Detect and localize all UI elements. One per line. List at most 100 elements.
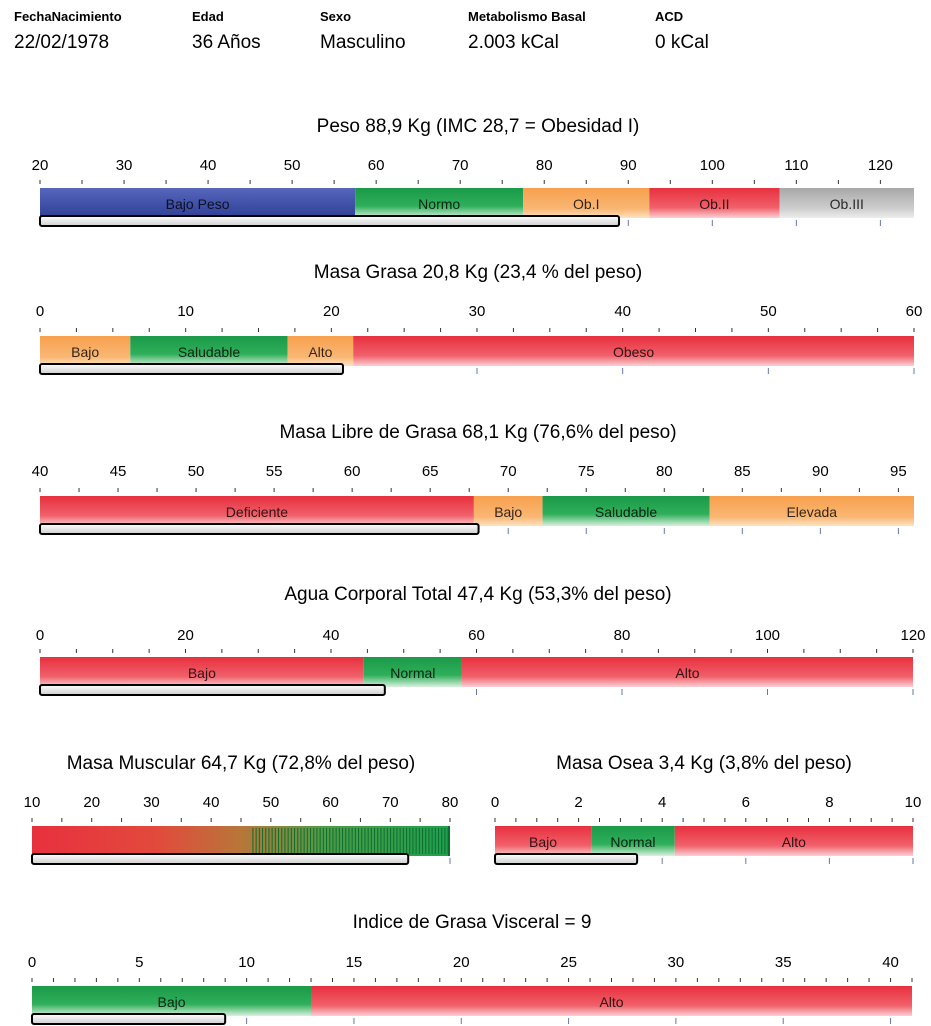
tick-label: 70 [382,794,399,811]
segment-label: Alto [675,665,699,681]
segment-normal [591,826,675,856]
tick-label: 4 [658,794,666,811]
gradient-bar [32,826,450,856]
patient-header: FechaNacimiento 22/02/1978 Edad 36 Años … [0,0,931,70]
chart-grasa-visceral: Indice de Grasa Visceral = 9 0 5 10 15 20 25 30… [28,912,913,1025]
header-field-age: Edad 36 Años [192,8,261,56]
tick-label: 80 [536,157,553,174]
tick-label: 40 [203,794,220,811]
segment-label: Saludable [178,344,240,360]
segment-normo [355,188,524,218]
tick-label: 25 [560,954,577,971]
tick-label: 10 [177,303,194,320]
tick-label: 10 [238,954,255,971]
tick-label: 8 [825,794,833,811]
tick-label: 70 [452,157,469,174]
header-field-birthdate: FechaNacimiento 22/02/1978 [14,8,122,56]
tick-label: 120 [900,627,925,644]
segment-label: Ob.III [830,196,864,212]
basal-metabolism-label: Metabolismo Basal [468,9,586,24]
segment-label: Ob.I [573,196,599,212]
value-indicator-grasa-visceral [31,1013,227,1025]
value-indicator-peso [39,215,621,227]
tick-label: 5 [135,954,143,971]
tick-label: 55 [266,463,283,480]
segment-ob-ii [649,188,780,218]
segment-ob-iii [779,188,914,218]
segment-label: Bajo [157,994,185,1010]
tick-label: 40 [200,157,217,174]
tick-label: 15 [346,954,363,971]
tick-label: 0 [36,303,44,320]
basal-metabolism-value: 2.003 kCal [468,32,559,53]
bar-end [448,826,450,856]
tick-label: 30 [469,303,486,320]
tick-label: 35 [775,954,792,971]
segment-alto [287,336,354,366]
chart-masa-libre-grasa: Masa Libre de Grasa 68,1 Kg (76,6% del p… [32,422,914,535]
segment-label: Bajo Peso [166,196,230,212]
segment-label: Elevada [786,504,837,520]
segment-saludable [130,336,288,366]
tick-label: 60 [906,303,923,320]
segment-label: Saludable [595,504,657,520]
segment-label: Ob.II [699,196,729,212]
chart-title-masa-libre-grasa: Masa Libre de Grasa 68,1 Kg (76,6% del p… [279,422,676,443]
segment-bajo [32,986,312,1016]
tick-label: 10 [905,794,922,811]
value-indicator-masa-libre-grasa [39,523,480,535]
segment-saludable [542,496,710,526]
segment-bajo-peso [40,188,356,218]
sex-value: Masculino [320,32,406,53]
tick-label: 110 [784,157,808,174]
segment-label: Normal [610,834,655,850]
segment-bajo [495,826,592,856]
tick-label: 120 [868,157,893,174]
tick-label: 30 [668,954,685,971]
tick-label: 50 [284,157,301,174]
age-label: Edad [192,9,224,24]
value-indicator-masa-grasa [39,363,344,375]
chart-masa-grasa: Masa Grasa 20,8 Kg (23,4 % del peso) 0 10 2… [36,262,923,375]
segment-label: Deficiente [226,504,288,520]
tick-label: 45 [110,463,127,480]
tick-label: 40 [882,954,899,971]
segment-normal [363,657,462,687]
tick-label: 20 [453,954,470,971]
segment-alto [461,657,913,687]
tick-label: 0 [36,627,44,644]
segment-bajo [40,336,131,366]
segment-label: Normal [390,665,435,681]
segment-label: Alto [308,344,332,360]
segment-label: Bajo [494,504,522,520]
chart-title-agua-corporal: Agua Corporal Total 47,4 Kg (53,3% del p… [284,584,671,605]
segment-bajo [40,657,364,687]
chart-peso: Peso 88,9 Kg (IMC 28,7 = Obesidad I) 20 30… [32,116,914,227]
tick-label: 90 [620,157,637,174]
segment-label: Alto [782,834,806,850]
tick-label: 90 [812,463,829,480]
tick-label: 50 [263,794,280,811]
tick-label: 80 [614,627,631,644]
chart-masa-muscular: Masa Muscular 64,7 Kg (72,8% del peso) 10… [24,753,458,865]
tick-label: 20 [32,157,49,174]
segment-label: Bajo [188,665,216,681]
tick-label: 60 [468,627,485,644]
segment-bajo [473,496,543,526]
chart-title-grasa-visceral: Indice de Grasa Visceral = 9 [353,912,592,933]
segment-alto [674,826,913,856]
tick-label: 40 [614,303,631,320]
tick-label: 20 [177,627,194,644]
header-field-basal-metabolism: Metabolismo Basal 2.003 kCal [468,8,586,56]
chart-agua-corporal: Agua Corporal Total 47,4 Kg (53,3% del p… [36,584,926,696]
tick-label: 60 [322,794,339,811]
segment-label: Obeso [613,344,654,360]
chart-title-masa-osea: Masa Osea 3,4 Kg (3,8% del peso) [556,753,852,774]
tick-label: 10 [24,794,41,811]
tick-label: 30 [143,794,160,811]
sex-label: Sexo [320,9,352,24]
tick-label: 80 [656,463,673,480]
tick-label: 40 [323,627,340,644]
tick-label: 2 [574,794,582,811]
